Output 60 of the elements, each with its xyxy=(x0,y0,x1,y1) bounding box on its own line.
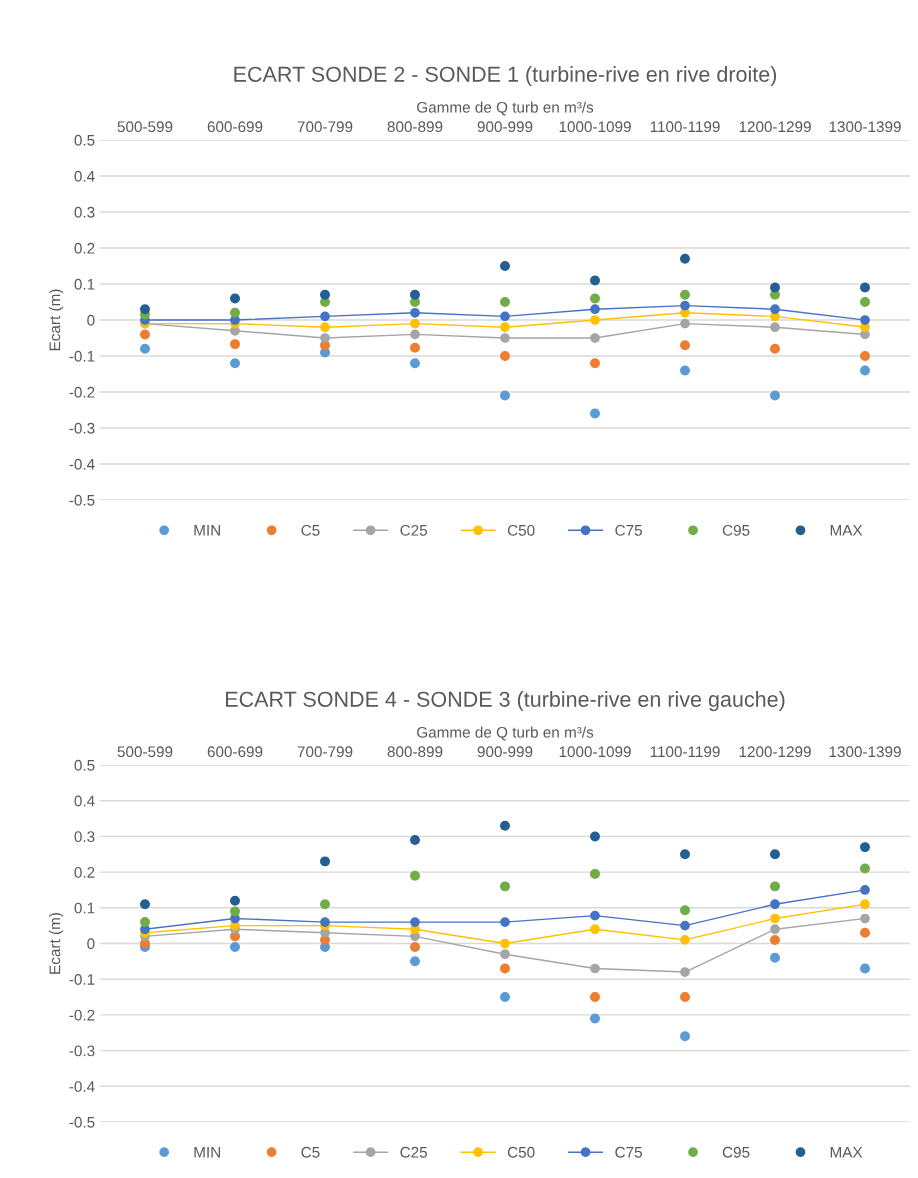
y-tick-label: -0.1 xyxy=(69,350,95,362)
y-tick-label: 0.2 xyxy=(74,866,95,878)
y-axis-title: Ecart (m) xyxy=(49,289,64,351)
x-tick-label: 600-699 xyxy=(207,121,263,133)
x-tick-label: 500-599 xyxy=(117,746,173,758)
y-tick-label: -0.2 xyxy=(69,1009,95,1021)
legend-label: C95 xyxy=(722,1146,750,1158)
x-tick-label: 1000-1099 xyxy=(559,121,631,133)
x-tick-label: 500-599 xyxy=(117,121,173,133)
legend-label: C75 xyxy=(615,524,642,536)
x-axis-title: Gamme de Q turb en m³/s xyxy=(417,726,594,741)
y-tick-label: -0.4 xyxy=(69,1081,95,1092)
chart-title: ECART SONDE 4 - SONDE 3 (turbine-rive en rive gauche) xyxy=(226,691,785,712)
legend-label: C95 xyxy=(722,524,750,536)
x-tick-label: 600-699 xyxy=(207,746,263,758)
y-tick-label: 0.5 xyxy=(74,759,95,771)
y-tick-label: -0.5 xyxy=(69,494,95,506)
y-tick-label: 0.4 xyxy=(74,795,95,807)
y-tick-label: 0.3 xyxy=(74,831,95,843)
x-tick-label: 1300-1399 xyxy=(829,746,901,758)
y-tick-label: -0.2 xyxy=(69,386,95,398)
x-tick-label: 800-899 xyxy=(387,121,443,133)
x-tick-label: 1000-1099 xyxy=(559,746,631,758)
legend-label: C25 xyxy=(400,524,428,536)
chart-title: ECART SONDE 2 - SONDE 1 (turbine-rive en rive droite) xyxy=(234,66,777,87)
legend-label: C5 xyxy=(301,1146,320,1158)
x-tick-label: 1300-1399 xyxy=(829,121,901,133)
x-axis-title: Gamme de Q turb en m³/s xyxy=(417,101,594,116)
y-tick-label: -0.3 xyxy=(69,1045,95,1057)
legend-label: C5 xyxy=(301,524,320,536)
y-tick-label: 0.3 xyxy=(74,206,95,218)
legend-label: MIN xyxy=(194,525,220,536)
x-tick-label: 1200-1299 xyxy=(739,746,811,758)
y-tick-label: -0.1 xyxy=(69,974,95,985)
x-tick-label: 900-999 xyxy=(477,121,533,133)
y-tick-label: 0 xyxy=(87,314,95,326)
x-tick-label: 900-999 xyxy=(477,746,533,758)
legend-label: C50 xyxy=(507,1146,535,1158)
legend-label: MAX xyxy=(830,1147,863,1158)
x-tick-label: 1100-1199 xyxy=(650,746,720,758)
y-tick-label: 0.1 xyxy=(74,278,95,290)
x-tick-label: 700-799 xyxy=(297,746,353,758)
y-tick-label: 0.4 xyxy=(74,170,95,182)
x-tick-label: 1100-1199 xyxy=(650,121,720,133)
y-axis-title: Ecart (m) xyxy=(49,913,64,974)
legend-label: MAX xyxy=(830,525,863,536)
y-tick-label: 0.2 xyxy=(74,242,95,254)
x-tick-label: 700-799 xyxy=(297,121,353,133)
legend-label: C25 xyxy=(400,1146,428,1158)
legend-label: C75 xyxy=(615,1146,642,1158)
x-tick-label: 1200-1299 xyxy=(739,121,811,133)
y-tick-label: -0.5 xyxy=(69,1116,95,1128)
y-tick-label: -0.4 xyxy=(69,458,95,470)
legend-label: MIN xyxy=(194,1147,220,1158)
x-tick-label: 800-899 xyxy=(387,746,443,758)
y-tick-label: 0.5 xyxy=(74,134,95,146)
y-tick-label: -0.3 xyxy=(69,422,95,434)
y-tick-label: 0.1 xyxy=(74,902,95,914)
legend-label: C50 xyxy=(507,524,535,536)
y-tick-label: 0 xyxy=(87,938,95,950)
